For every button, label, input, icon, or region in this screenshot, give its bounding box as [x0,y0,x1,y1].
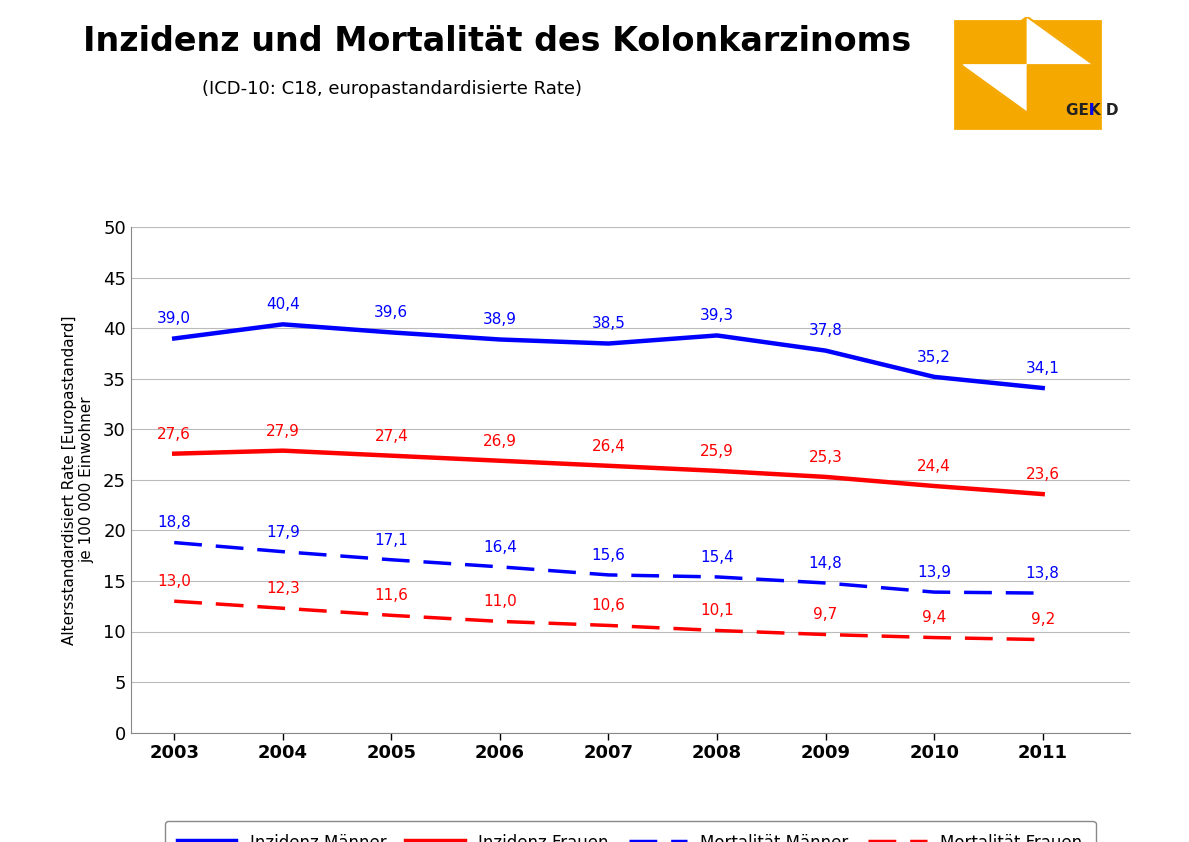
Text: 40,4: 40,4 [266,297,300,312]
Text: 15,6: 15,6 [591,548,625,562]
Text: 13,8: 13,8 [1026,566,1059,581]
Text: I: I [1088,103,1094,118]
Text: 24,4: 24,4 [917,459,951,474]
Text: 9,7: 9,7 [813,607,838,622]
Text: 38,5: 38,5 [591,317,625,332]
Text: 10,6: 10,6 [591,599,625,613]
Text: 18,8: 18,8 [157,515,191,530]
Text: 23,6: 23,6 [1026,467,1059,482]
Polygon shape [1027,65,1094,113]
Text: 13,0: 13,0 [157,574,191,589]
Text: 39,6: 39,6 [375,306,408,320]
Text: Inzidenz und Mortalität des Kolonkarzinoms: Inzidenz und Mortalität des Kolonkarzino… [83,25,912,58]
Polygon shape [961,65,1027,113]
Polygon shape [961,17,1027,65]
Text: 15,4: 15,4 [700,550,734,565]
Polygon shape [1027,17,1094,65]
Text: 17,9: 17,9 [266,525,300,540]
Text: 26,4: 26,4 [591,439,625,454]
Text: 25,3: 25,3 [809,450,843,465]
Text: 9,2: 9,2 [1031,612,1055,627]
Legend: Inzidenz Männer, Inzidenz Frauen, Mortalität Männer, Mortalität Frauen: Inzidenz Männer, Inzidenz Frauen, Mortal… [165,821,1095,842]
Y-axis label: Altersstandardisiert Rate [Europastandard]
je 100 000 Einwohner: Altersstandardisiert Rate [Europastandar… [62,315,95,645]
FancyBboxPatch shape [955,20,1100,128]
Text: 39,3: 39,3 [700,308,734,323]
Text: 35,2: 35,2 [917,349,951,365]
Text: 16,4: 16,4 [483,540,517,555]
Text: 39,0: 39,0 [157,312,191,327]
Text: 10,1: 10,1 [700,604,734,618]
Text: 27,6: 27,6 [157,427,191,441]
Text: 12,3: 12,3 [266,581,300,596]
Text: GEK D: GEK D [1067,103,1119,118]
Text: 25,9: 25,9 [700,444,734,459]
Text: 38,9: 38,9 [483,312,517,328]
Text: 34,1: 34,1 [1026,361,1059,376]
Text: 9,4: 9,4 [921,610,946,626]
Text: 27,4: 27,4 [375,429,408,444]
Text: 11,6: 11,6 [375,589,408,603]
Text: 27,9: 27,9 [266,424,300,439]
Text: (ICD-10: C18, europastandardisierte Rate): (ICD-10: C18, europastandardisierte Rate… [202,80,583,98]
Text: 37,8: 37,8 [809,323,843,338]
Text: 13,9: 13,9 [917,565,951,580]
Text: 26,9: 26,9 [483,434,517,449]
Text: 14,8: 14,8 [809,556,843,571]
Text: 11,0: 11,0 [483,594,517,610]
Text: 17,1: 17,1 [375,533,408,547]
